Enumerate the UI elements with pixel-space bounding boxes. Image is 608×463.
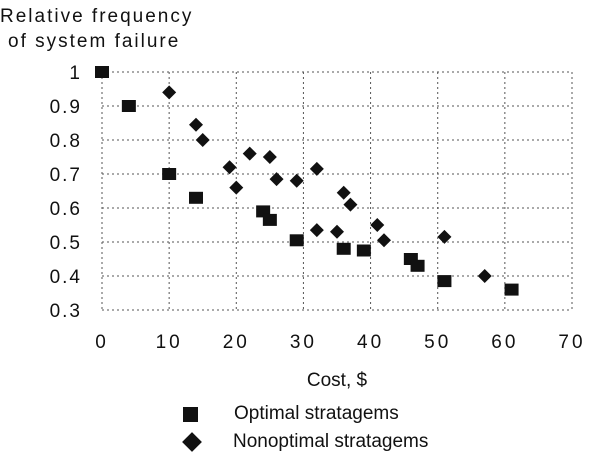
optimal-point	[437, 275, 452, 288]
optimal-point	[356, 244, 371, 257]
x-tick-label: 50	[424, 332, 451, 353]
optimal-point	[189, 191, 203, 204]
legend-label-nonoptimal: Nonoptimal stratagems	[233, 431, 429, 452]
nonoptimal-point	[477, 269, 492, 283]
y-axis-title-line-2: of system failure	[8, 31, 181, 52]
nonoptimal-point	[222, 160, 237, 175]
y-tick-label: 0.6	[50, 199, 82, 220]
x-tick-label: 30	[290, 332, 317, 353]
square-marker-icon	[183, 406, 198, 422]
nonoptimal-point	[262, 150, 277, 164]
nonoptimal-point	[370, 218, 385, 232]
y-tick-label: 0.3	[50, 301, 82, 322]
nonoptimal-point	[242, 146, 257, 161]
optimal-point	[121, 100, 136, 112]
optimal-point	[289, 234, 304, 247]
x-tick-label: 10	[156, 332, 183, 353]
nonoptimal-point	[162, 85, 177, 100]
nonoptimal-point	[309, 161, 324, 176]
x-tick-label: 40	[357, 332, 384, 353]
nonoptimal-point	[377, 233, 391, 248]
y-tick-label: 0.5	[50, 233, 82, 254]
nonoptimal-point	[330, 224, 344, 239]
x-tick-label: 20	[223, 332, 250, 353]
y-tick-label: 0.8	[50, 131, 82, 152]
optimal-point	[262, 213, 277, 226]
nonoptimal-point	[269, 172, 284, 187]
nonoptimal-point	[195, 133, 210, 147]
y-tick-label: 0.4	[50, 267, 82, 288]
x-tick-label: 60	[491, 332, 518, 353]
nonoptimal-point	[229, 180, 244, 195]
nonoptimal-point	[336, 185, 351, 200]
nonoptimal-point	[309, 223, 324, 238]
y-tick-label: 0.9	[50, 97, 82, 118]
nonoptimal-point	[289, 173, 304, 188]
optimal-point	[336, 242, 351, 255]
nonoptimal-point	[189, 117, 203, 132]
nonoptimal-point	[437, 229, 452, 244]
optimal-point	[504, 283, 519, 296]
x-tick-label: 0	[95, 332, 109, 353]
optimal-point	[410, 259, 425, 272]
y-tick-label: 1	[69, 63, 82, 84]
legend-label-optimal: Optimal stratagems	[234, 403, 399, 424]
optimal-point	[95, 66, 109, 78]
legend-item-nonoptimal: Nonoptimal stratagems	[182, 431, 429, 453]
y-axis-title-line-1: Relative frequency	[0, 6, 194, 27]
legend-item-optimal: Optimal stratagems	[183, 403, 399, 425]
nonoptimal-point	[343, 197, 358, 212]
x-tick-label: 70	[558, 332, 585, 353]
optimal-point	[162, 168, 177, 180]
x-axis-title: Cost, $	[307, 370, 368, 391]
diamond-marker-icon	[182, 432, 202, 452]
y-tick-label: 0.7	[50, 165, 82, 186]
